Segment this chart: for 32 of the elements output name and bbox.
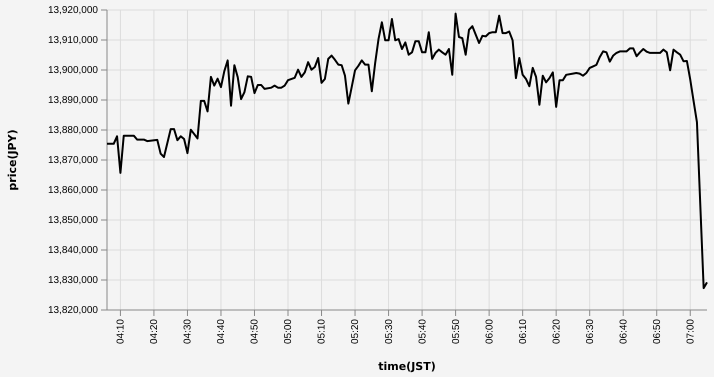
x-tick-label: 04:20 bbox=[149, 318, 160, 344]
y-tick-label: 13,920,000 bbox=[48, 5, 98, 16]
x-tick-label: 06:10 bbox=[518, 318, 529, 344]
x-tick-label: 05:40 bbox=[417, 318, 428, 344]
y-tick-label: 13,840,000 bbox=[48, 245, 98, 256]
x-tick-label: 06:50 bbox=[652, 318, 663, 344]
x-tick-label: 05:00 bbox=[283, 318, 294, 344]
y-tick-label: 13,860,000 bbox=[48, 185, 98, 196]
y-tick-label: 13,900,000 bbox=[48, 65, 98, 76]
x-tick-label: 04:40 bbox=[216, 318, 228, 344]
x-tick-label: 06:20 bbox=[551, 318, 562, 344]
x-tick-label: 06:00 bbox=[484, 318, 496, 344]
x-tick-label: 05:10 bbox=[316, 318, 328, 344]
x-tick-label: 05:50 bbox=[450, 318, 462, 344]
x-tick-label: 04:10 bbox=[116, 318, 127, 344]
line-series bbox=[106, 12, 708, 290]
x-tick-label: 04:50 bbox=[250, 318, 261, 344]
x-axis-title: time(JST) bbox=[378, 360, 436, 373]
x-tick-label: 05:30 bbox=[384, 318, 395, 344]
y-tick-label: 13,820,000 bbox=[48, 305, 98, 316]
y-tick-label: 13,830,000 bbox=[48, 275, 98, 286]
y-tick-label: 13,870,000 bbox=[48, 155, 98, 166]
y-tick-label: 13,910,000 bbox=[48, 35, 98, 46]
y-axis-title: price(JPY) bbox=[6, 129, 19, 191]
y-tick-label: 13,850,000 bbox=[48, 215, 98, 226]
y-tick-label: 13,890,000 bbox=[48, 95, 98, 106]
x-tick-label: 05:20 bbox=[350, 318, 362, 344]
x-tick-label: 06:40 bbox=[618, 318, 630, 344]
x-tick-label: 04:30 bbox=[182, 318, 194, 344]
x-tick-label: 06:30 bbox=[584, 318, 596, 344]
x-tick-label: 07:00 bbox=[685, 318, 696, 344]
y-tick-label: 13,880,000 bbox=[48, 125, 98, 136]
